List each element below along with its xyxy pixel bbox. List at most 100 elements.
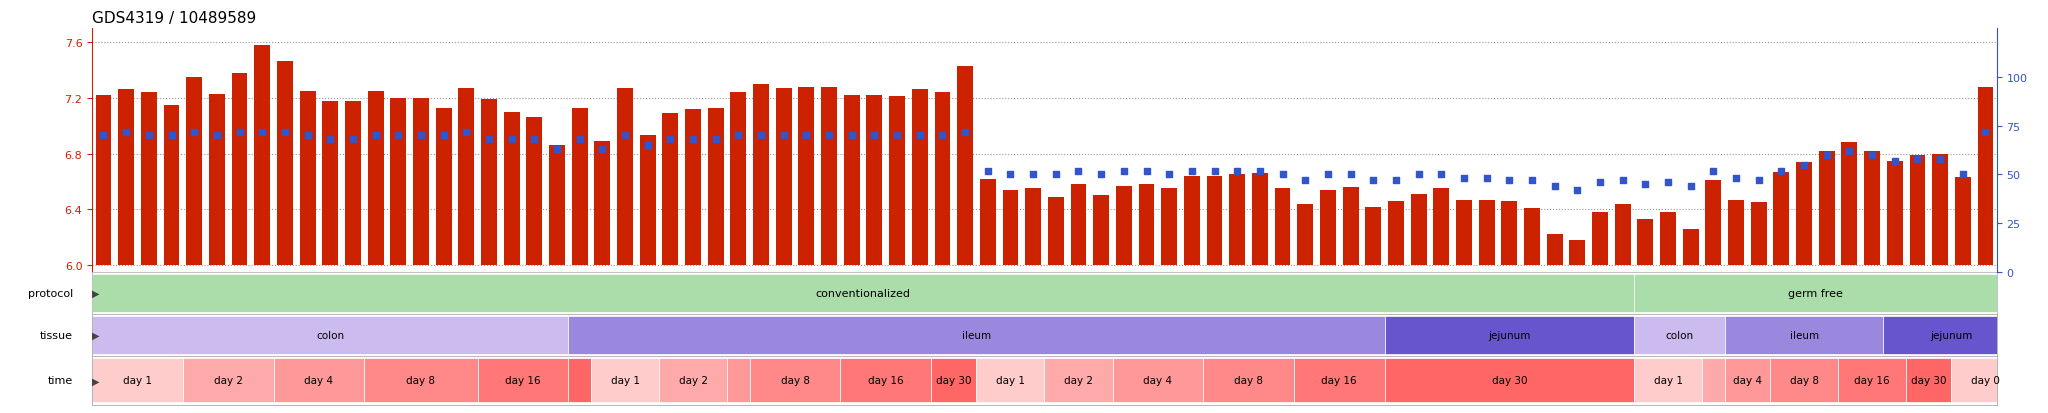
Bar	[436, 108, 451, 266]
FancyBboxPatch shape	[365, 358, 477, 402]
FancyBboxPatch shape	[592, 358, 659, 402]
Bar	[1956, 178, 1970, 266]
Text: ▶: ▶	[92, 288, 100, 298]
Point	[791, 133, 823, 140]
Bar	[1229, 175, 1245, 266]
Point	[903, 133, 936, 140]
Point	[518, 137, 551, 143]
Bar	[1206, 176, 1223, 266]
Text: day 8: day 8	[406, 375, 436, 385]
FancyBboxPatch shape	[1884, 316, 2019, 354]
Point	[291, 133, 324, 140]
Text: day 2: day 2	[678, 375, 707, 385]
Bar	[1796, 163, 1812, 266]
Text: day 2: day 2	[213, 375, 244, 385]
Point	[1108, 168, 1141, 174]
Bar	[504, 112, 520, 266]
Bar	[1116, 186, 1133, 266]
Bar	[549, 146, 565, 266]
FancyBboxPatch shape	[1112, 358, 1202, 402]
Bar	[1071, 185, 1085, 266]
Point	[1855, 152, 1888, 159]
FancyBboxPatch shape	[1044, 358, 1112, 402]
Point	[1743, 178, 1776, 184]
Point	[1923, 156, 1956, 163]
Point	[358, 133, 391, 140]
Bar	[1909, 156, 1925, 266]
Bar	[1456, 200, 1473, 266]
Point	[653, 137, 686, 143]
Point	[223, 129, 256, 135]
Bar	[322, 101, 338, 266]
FancyBboxPatch shape	[1907, 358, 1952, 402]
FancyBboxPatch shape	[750, 358, 840, 402]
Bar	[911, 90, 928, 266]
Text: ileum: ileum	[963, 330, 991, 340]
Bar	[1751, 203, 1767, 266]
Point	[268, 129, 301, 135]
Point	[133, 133, 166, 140]
Point	[608, 133, 641, 140]
Text: day 30: day 30	[936, 375, 971, 385]
Point	[971, 168, 1004, 174]
FancyBboxPatch shape	[1952, 358, 2019, 402]
FancyBboxPatch shape	[1384, 358, 1634, 402]
Point	[948, 129, 981, 135]
FancyBboxPatch shape	[92, 316, 567, 354]
Point	[836, 133, 868, 140]
Point	[698, 137, 731, 143]
Point	[111, 129, 143, 135]
Bar	[369, 92, 383, 266]
Bar	[209, 94, 225, 266]
FancyBboxPatch shape	[92, 358, 182, 402]
Point	[1380, 178, 1413, 184]
Bar	[1479, 200, 1495, 266]
Bar	[119, 90, 133, 266]
Point	[201, 133, 233, 140]
Text: ▶: ▶	[92, 375, 100, 385]
FancyBboxPatch shape	[1634, 358, 1702, 402]
Bar	[934, 93, 950, 266]
Text: ■ percentile rank within the sample: ■ percentile rank within the sample	[96, 326, 272, 336]
Point	[1243, 168, 1276, 174]
Bar	[1614, 204, 1630, 266]
Point	[1720, 176, 1753, 182]
Bar	[481, 100, 498, 266]
Bar	[799, 88, 815, 266]
Text: day 16: day 16	[868, 375, 903, 385]
Bar	[821, 88, 838, 266]
Point	[1561, 188, 1593, 194]
Text: day 2: day 2	[1065, 375, 1094, 385]
Text: germ free: germ free	[1788, 288, 1843, 298]
Bar	[754, 85, 768, 266]
Point	[156, 133, 188, 140]
Text: day 4: day 4	[305, 375, 334, 385]
Text: day 1: day 1	[610, 375, 639, 385]
Point	[1901, 156, 1933, 163]
Bar	[1026, 189, 1040, 266]
Text: jejunum: jejunum	[1489, 330, 1530, 340]
Point	[1946, 172, 1978, 178]
Bar	[459, 89, 475, 266]
FancyBboxPatch shape	[182, 358, 274, 402]
Bar	[1389, 202, 1403, 266]
Text: conventionalized: conventionalized	[815, 288, 911, 298]
Point	[1493, 178, 1526, 184]
Point	[336, 137, 369, 143]
Point	[313, 137, 346, 143]
Text: jejunum: jejunum	[1931, 330, 1972, 340]
FancyBboxPatch shape	[1769, 358, 1837, 402]
FancyBboxPatch shape	[1724, 358, 1769, 402]
Point	[1698, 168, 1731, 174]
Bar	[1706, 180, 1720, 266]
Bar	[414, 99, 428, 266]
Bar	[1321, 190, 1335, 266]
Point	[563, 137, 596, 143]
Bar	[391, 99, 406, 266]
Bar	[1661, 213, 1675, 266]
Point	[88, 133, 121, 140]
FancyBboxPatch shape	[274, 358, 365, 402]
Point	[1016, 172, 1049, 178]
Bar	[1296, 204, 1313, 266]
Bar	[1184, 176, 1200, 266]
